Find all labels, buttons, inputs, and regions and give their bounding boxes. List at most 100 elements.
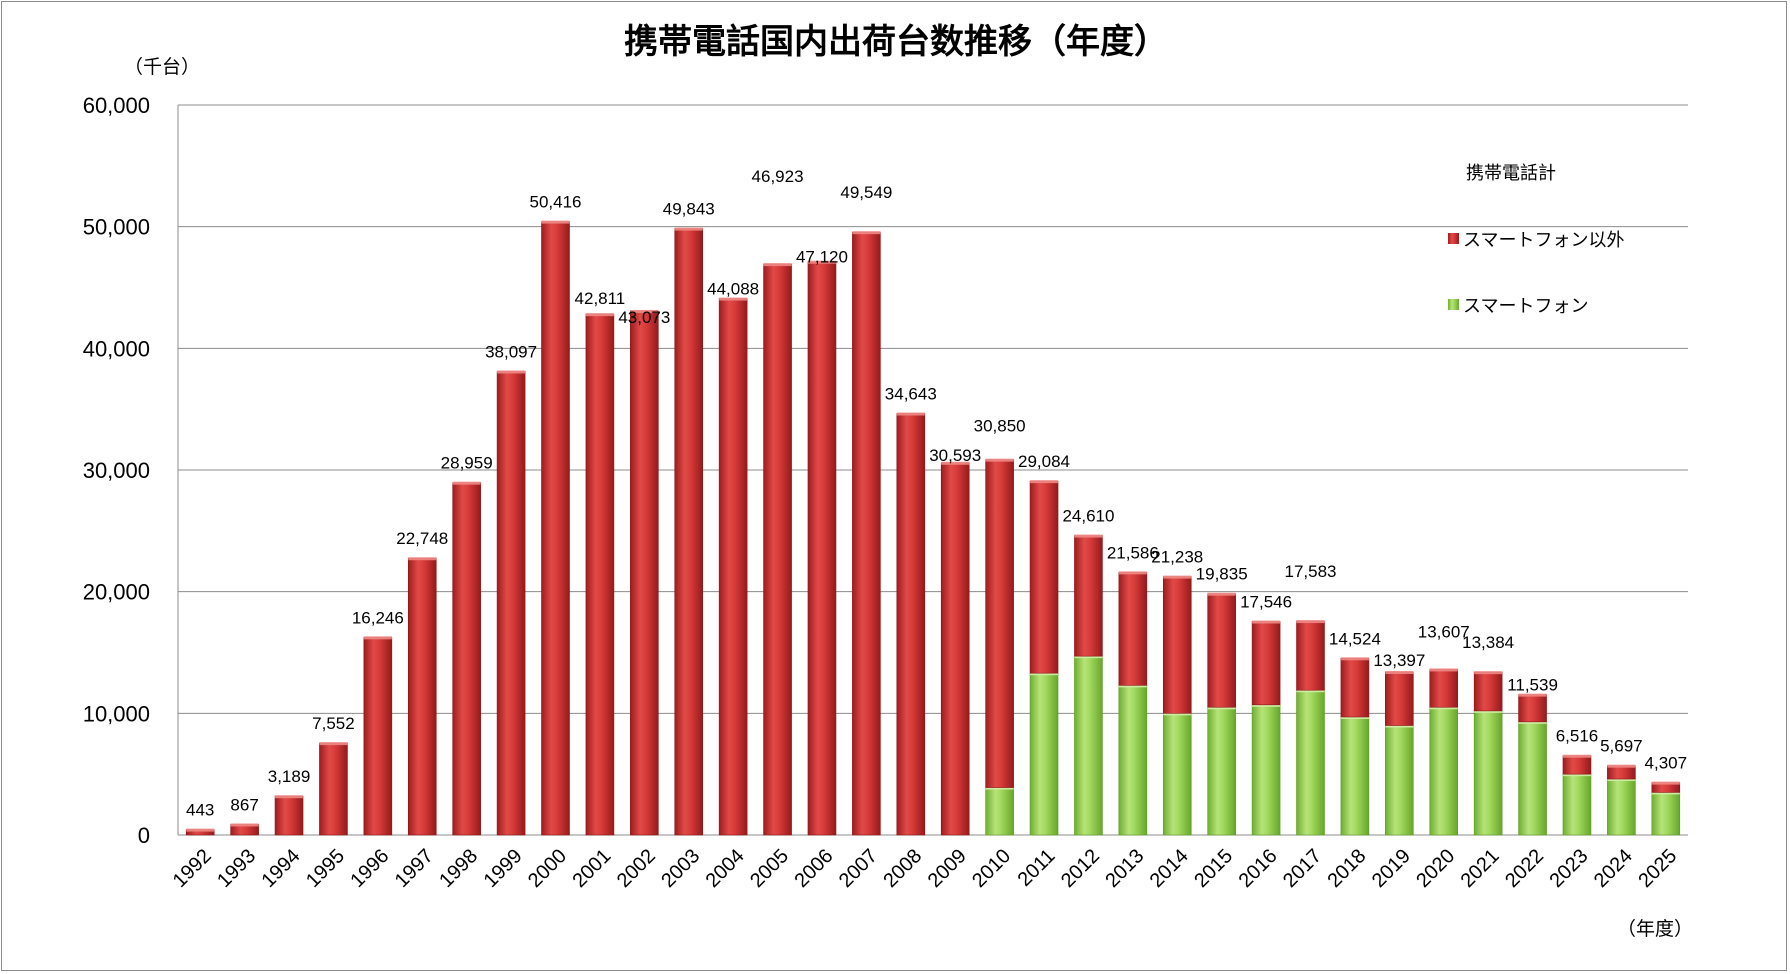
y-tick-label: 60,000 <box>83 93 150 118</box>
bar-non-smartphone-cap <box>630 309 659 313</box>
bar-non-smartphone-cap <box>941 461 970 465</box>
y-tick-label: 20,000 <box>83 580 150 605</box>
data-label-total-2020: 13,607 <box>1418 622 1470 641</box>
bar-non-smartphone-2013 <box>1118 572 1148 686</box>
x-tick-label-2012: 2012 <box>1057 845 1104 892</box>
x-axis-ticks: 1992199319941995199619971998199920002001… <box>169 845 1682 892</box>
x-tick-label-1998: 1998 <box>435 845 482 892</box>
bar-non-smartphone-cap <box>319 742 348 746</box>
bar-non-smartphone-cap <box>186 828 215 832</box>
legend-title: 携帯電話計 <box>1466 163 1556 184</box>
x-tick-label-2021: 2021 <box>1457 845 1504 892</box>
x-tick-label-2016: 2016 <box>1235 845 1282 892</box>
bar-non-smartphone-2017 <box>1296 620 1325 691</box>
bar-non-smartphone-cap <box>275 795 304 799</box>
bar-smartphone-cap <box>1429 706 1458 710</box>
bar-non-smartphone-2009 <box>940 462 970 836</box>
bar-non-smartphone-2021 <box>1473 671 1503 712</box>
x-tick-label-2018: 2018 <box>1323 845 1370 892</box>
data-label-total-2016: 17,546 <box>1240 593 1292 612</box>
data-label-total-2004: 44,088 <box>707 280 759 299</box>
y-tick-label: 50,000 <box>83 215 150 240</box>
bar-non-smartphone-cap <box>763 263 792 267</box>
bar-non-smartphone-2019 <box>1385 671 1414 726</box>
x-tick-label-2001: 2001 <box>568 845 615 892</box>
x-tick-label-2000: 2000 <box>524 845 571 892</box>
bar-smartphone-2022 <box>1518 721 1547 836</box>
bar-non-smartphone-cap <box>896 412 925 416</box>
data-label-total-2008: 34,643 <box>885 385 937 404</box>
bar-smartphone-cap <box>1562 773 1591 777</box>
bar-non-smartphone-cap <box>985 458 1014 462</box>
x-tick-label-2009: 2009 <box>924 845 971 892</box>
bar-non-smartphone-2001 <box>585 313 615 836</box>
data-label-total-2012: 24,610 <box>1062 507 1114 526</box>
data-label-total-1998: 28,959 <box>441 454 493 473</box>
bar-non-smartphone-2002 <box>630 310 659 836</box>
x-tick-label-2007: 2007 <box>835 845 882 892</box>
bar-non-smartphone-cap <box>852 231 881 235</box>
legend-swatch-smartphone <box>1448 299 1459 310</box>
bar-non-smartphone-2008 <box>896 413 926 836</box>
bar-non-smartphone-cap <box>1340 657 1369 661</box>
bar-non-smartphone-cap <box>807 260 836 264</box>
legend-label-non-smartphone: スマートフォン以外 <box>1463 230 1624 251</box>
bar-non-smartphone-cap <box>1562 754 1591 758</box>
data-label-total-2022: 11,539 <box>1507 676 1558 695</box>
bar-non-smartphone-2004 <box>718 298 748 836</box>
bar-non-smartphone-cap <box>452 481 481 485</box>
bar-non-smartphone-cap <box>1296 620 1325 624</box>
bar-non-smartphone-2016 <box>1251 621 1281 706</box>
bar-smartphone-cap <box>1074 655 1103 659</box>
bar-smartphone-2010 <box>985 787 1014 836</box>
bar-non-smartphone-2010 <box>985 459 1014 788</box>
x-tick-label-1999: 1999 <box>480 845 527 892</box>
data-label-total-2003: 49,843 <box>663 200 715 219</box>
bar-non-smartphone-2020 <box>1429 669 1459 708</box>
bar-non-smartphone-2022 <box>1518 694 1547 723</box>
bar-non-smartphone-cap <box>1607 764 1636 768</box>
data-label-total-2005: 46,923 <box>752 167 804 186</box>
data-label-total-1992: 443 <box>186 801 214 820</box>
data-label-total-2023: 6,516 <box>1556 727 1599 746</box>
x-tick-label-2023: 2023 <box>1545 845 1592 892</box>
data-label-total-1999: 38,097 <box>485 342 537 361</box>
data-label-total-2024: 5,697 <box>1600 737 1643 756</box>
bar-smartphone-cap <box>1252 703 1281 707</box>
data-label-total-1996: 16,246 <box>352 608 404 627</box>
data-label-total-2006: 47,120 <box>796 248 848 267</box>
x-tick-label-2013: 2013 <box>1101 845 1148 892</box>
bar-smartphone-cap <box>1385 724 1414 728</box>
legend-label-smartphone: スマートフォン <box>1463 296 1588 317</box>
x-tick-label-2025: 2025 <box>1634 845 1681 892</box>
data-label-total-2017: 17,583 <box>1285 562 1337 581</box>
data-label-total-1997: 22,748 <box>396 529 448 548</box>
bar-non-smartphone-2014 <box>1162 576 1192 714</box>
bar-non-smartphone-cap <box>1252 620 1281 624</box>
data-label-total-2002: 43,073 <box>618 308 670 327</box>
bar-smartphone-2020 <box>1429 706 1459 836</box>
bar-smartphone-2014 <box>1162 713 1192 836</box>
legend: 携帯電話計 スマートフォン以外 スマートフォン <box>1448 163 1624 317</box>
x-tick-label-2015: 2015 <box>1190 845 1237 892</box>
bar-non-smartphone-2003 <box>674 228 704 836</box>
x-tick-label-1992: 1992 <box>169 845 216 892</box>
bar-smartphone-2025 <box>1651 792 1681 836</box>
bar-smartphone-2018 <box>1340 716 1370 836</box>
y-tick-label: 10,000 <box>83 701 150 726</box>
x-tick-label-2006: 2006 <box>790 845 837 892</box>
bar-non-smartphone-cap <box>1651 781 1680 785</box>
bar-non-smartphone-1995 <box>319 742 348 836</box>
bar-non-smartphone-cap <box>497 370 526 374</box>
x-tick-label-2008: 2008 <box>879 845 926 892</box>
bar-smartphone-2017 <box>1296 689 1325 836</box>
bar-smartphone-cap <box>1163 712 1192 716</box>
legend-swatch-non-smartphone <box>1448 233 1459 244</box>
data-label-total-2019: 13,397 <box>1373 651 1425 670</box>
bar-non-smartphone-2006 <box>807 261 837 836</box>
x-tick-label-2011: 2011 <box>1014 845 1060 891</box>
x-tick-label-1995: 1995 <box>302 845 349 892</box>
x-tick-label-2014: 2014 <box>1146 845 1193 892</box>
bar-non-smartphone-2012 <box>1074 535 1103 657</box>
